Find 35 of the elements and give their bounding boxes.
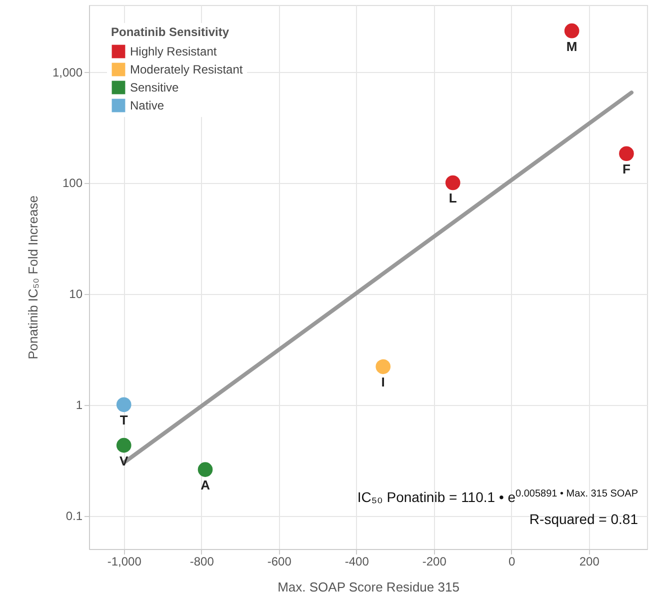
point	[564, 23, 580, 38]
legend-label: Moderately Resistant	[130, 62, 244, 76]
y-tick-label: 1,000	[52, 65, 83, 80]
annotation: L	[448, 190, 457, 206]
y-tick-label: 0.1	[66, 509, 83, 524]
legend-title: Ponatinib Sensitivity	[111, 25, 230, 39]
point	[619, 146, 634, 162]
annotation: A	[200, 478, 211, 493]
x-tick-label: -800	[190, 554, 214, 568]
y-tick-label: 1	[76, 398, 83, 412]
x-tick-label: -400	[344, 554, 370, 568]
legend-label: Highly Resistant	[130, 44, 218, 58]
point	[445, 175, 460, 190]
point	[116, 397, 132, 412]
x-tick-label: -200	[422, 554, 447, 568]
annotation: IC₅₀ Ponatinib = 110.1 • e$^{0.005891 • Max. 315 SOAP}$	[357, 487, 638, 507]
point	[376, 359, 391, 374]
x-tick-label: -1,000	[107, 554, 142, 568]
annotation: V	[120, 453, 129, 468]
annotation: T	[120, 412, 128, 428]
y-tick-label: 10	[69, 287, 83, 302]
annotation: R-squared = 0.81	[528, 510, 638, 530]
point	[116, 438, 132, 453]
legend-label: Sensitive	[130, 80, 180, 94]
x-tick-label: 200	[579, 554, 600, 568]
annotation: M	[566, 38, 578, 54]
y-tick-label: 100	[62, 176, 83, 190]
x-axis-title: Max. SOAP Score Residue 315	[278, 580, 460, 594]
point	[198, 462, 213, 477]
x-tick-label: 0	[508, 554, 516, 568]
y-axis-title: Ponatinib IC₅₀ Fold Increase	[25, 196, 40, 360]
annotation: F	[622, 162, 630, 177]
x-tick-label: -600	[267, 554, 292, 568]
legend-label: Native	[130, 98, 164, 112]
annotation: I	[381, 374, 385, 390]
